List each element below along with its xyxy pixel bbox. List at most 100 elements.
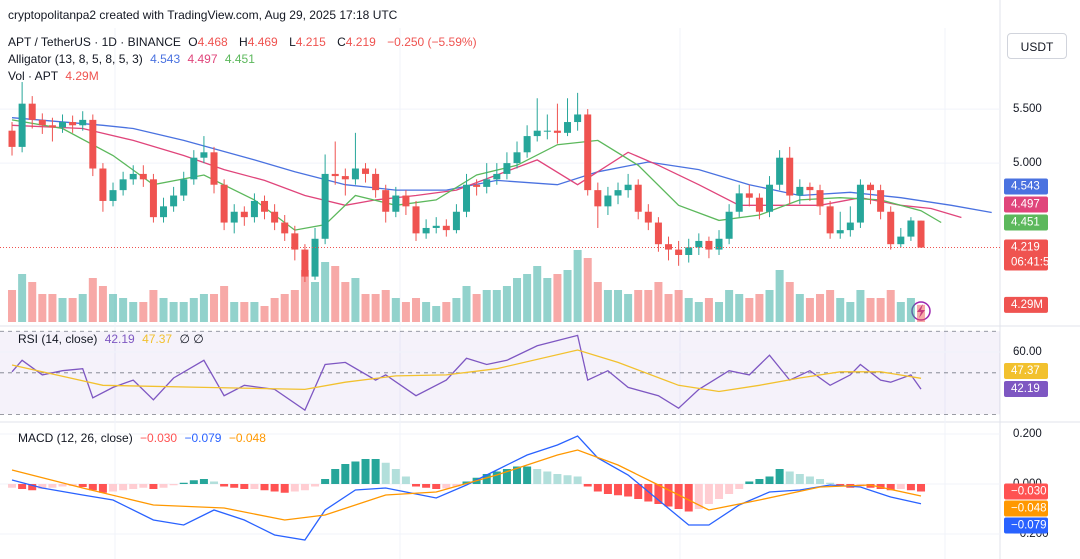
volume-bar bbox=[452, 298, 461, 322]
candle-body bbox=[372, 173, 380, 191]
candle-body bbox=[311, 238, 319, 277]
macd-histogram-bar bbox=[866, 484, 875, 488]
candle-body bbox=[129, 173, 137, 180]
price-badge bbox=[1004, 296, 1048, 313]
macd-histogram-bar bbox=[886, 484, 895, 491]
macd-histogram-bar bbox=[755, 479, 764, 484]
macd-histogram-bar bbox=[38, 484, 47, 489]
candle-body bbox=[513, 152, 521, 164]
candle-body bbox=[271, 211, 279, 223]
volume-bar bbox=[563, 270, 572, 322]
candle-body bbox=[412, 206, 420, 234]
candle-body bbox=[766, 184, 774, 212]
credit: cryptopolitanpa2 created with TradingVie… bbox=[8, 8, 398, 22]
macd-line bbox=[11, 435, 922, 541]
symbol-title: APT / TetherUS · 1D · BINANCE bbox=[8, 35, 181, 49]
candle-body bbox=[230, 211, 238, 223]
candle-body bbox=[715, 238, 723, 250]
volume-bar bbox=[876, 298, 885, 322]
volume-bar bbox=[805, 298, 814, 322]
volume-bar bbox=[543, 278, 552, 322]
macd-histogram-bar bbox=[371, 459, 380, 484]
candle-body bbox=[574, 114, 582, 123]
macd-histogram-bar bbox=[230, 484, 239, 488]
ohlc-item: C4.219 bbox=[337, 35, 380, 49]
volume-bar bbox=[179, 302, 188, 322]
macd-histogram-bar bbox=[210, 481, 219, 484]
macd-histogram-bar bbox=[876, 484, 885, 489]
candle-body bbox=[119, 179, 127, 191]
macd-hist-value: −0.030 bbox=[140, 431, 178, 445]
macd-histogram-bar bbox=[321, 479, 330, 484]
ohlc-item: L4.215 bbox=[289, 35, 330, 49]
ohlc-item: H4.469 bbox=[239, 35, 282, 49]
volume-bar bbox=[109, 294, 118, 322]
volume-bar bbox=[624, 294, 633, 322]
volume-bar bbox=[68, 298, 77, 322]
price-badge bbox=[1004, 239, 1048, 271]
macd-histogram-bar bbox=[119, 484, 128, 491]
volume-bar bbox=[300, 270, 309, 322]
macd-histogram-bar bbox=[442, 484, 451, 489]
volume-bar bbox=[917, 304, 926, 322]
macd-histogram-bar bbox=[391, 469, 400, 484]
macd-histogram-bar bbox=[159, 484, 168, 488]
price-badge-label: 4.451 bbox=[1011, 216, 1040, 228]
macd-histogram-bar bbox=[573, 476, 582, 484]
price-badge-label: 4.543 bbox=[1011, 180, 1040, 192]
volume-bar bbox=[331, 266, 340, 322]
price-badge-label: 4.219 bbox=[1011, 242, 1040, 254]
candle-body bbox=[59, 122, 67, 128]
price-badge bbox=[1004, 517, 1048, 534]
currency-button[interactable]: USDT bbox=[1007, 33, 1067, 59]
price-badge bbox=[1004, 363, 1048, 380]
volume-bar bbox=[351, 278, 360, 322]
volume-bar bbox=[614, 290, 623, 322]
volume-bar bbox=[654, 282, 663, 322]
symbol-legend: APT / TetherUS · 1D · BINANCE O4.468 H4.… bbox=[8, 35, 481, 49]
volume-bar bbox=[119, 298, 128, 322]
price-badge bbox=[1004, 500, 1048, 517]
volume-bar bbox=[412, 298, 421, 322]
volume-bar bbox=[725, 290, 734, 322]
price-badge bbox=[1004, 483, 1048, 500]
macd-histogram-bar bbox=[189, 480, 198, 484]
candle-body bbox=[735, 193, 743, 212]
macd-histogram-bar bbox=[179, 482, 188, 484]
candle-body bbox=[392, 195, 400, 212]
volume-bar bbox=[694, 302, 703, 322]
macd-histogram-bar bbox=[715, 484, 724, 499]
volume-bar bbox=[472, 294, 481, 322]
macd-histogram-bar bbox=[8, 484, 17, 488]
rsi-line bbox=[11, 349, 922, 393]
volume-bar bbox=[715, 302, 724, 322]
candle-body bbox=[99, 168, 107, 201]
change: −0.250 (−5.59%) bbox=[387, 35, 477, 49]
macd-histogram-bar bbox=[674, 484, 683, 509]
candle-body bbox=[170, 195, 178, 207]
candle-body bbox=[917, 220, 925, 248]
volume-bar bbox=[846, 302, 855, 322]
candle-body bbox=[301, 249, 309, 277]
volume-bar bbox=[492, 290, 501, 322]
candle-body bbox=[846, 222, 854, 231]
volume-bar bbox=[290, 290, 299, 322]
candle-body bbox=[826, 206, 834, 234]
macd-histogram-bar bbox=[492, 471, 501, 484]
candle-body bbox=[745, 193, 753, 198]
candle-body bbox=[38, 119, 46, 126]
candle-body bbox=[725, 211, 733, 239]
candle-body bbox=[503, 163, 511, 174]
price-badge-label: 4.29M bbox=[1011, 299, 1043, 311]
candle-body bbox=[806, 186, 814, 191]
volume-bar bbox=[735, 294, 744, 322]
macd-histogram-bar bbox=[78, 484, 87, 487]
volume-bar bbox=[553, 274, 562, 322]
volume-bar bbox=[210, 294, 219, 322]
macd-histogram-bar bbox=[684, 484, 693, 512]
macd-histogram-bar bbox=[533, 469, 542, 484]
macd-histogram-bar bbox=[725, 484, 734, 494]
volume-bar bbox=[129, 302, 138, 322]
macd-histogram-bar bbox=[109, 484, 118, 492]
